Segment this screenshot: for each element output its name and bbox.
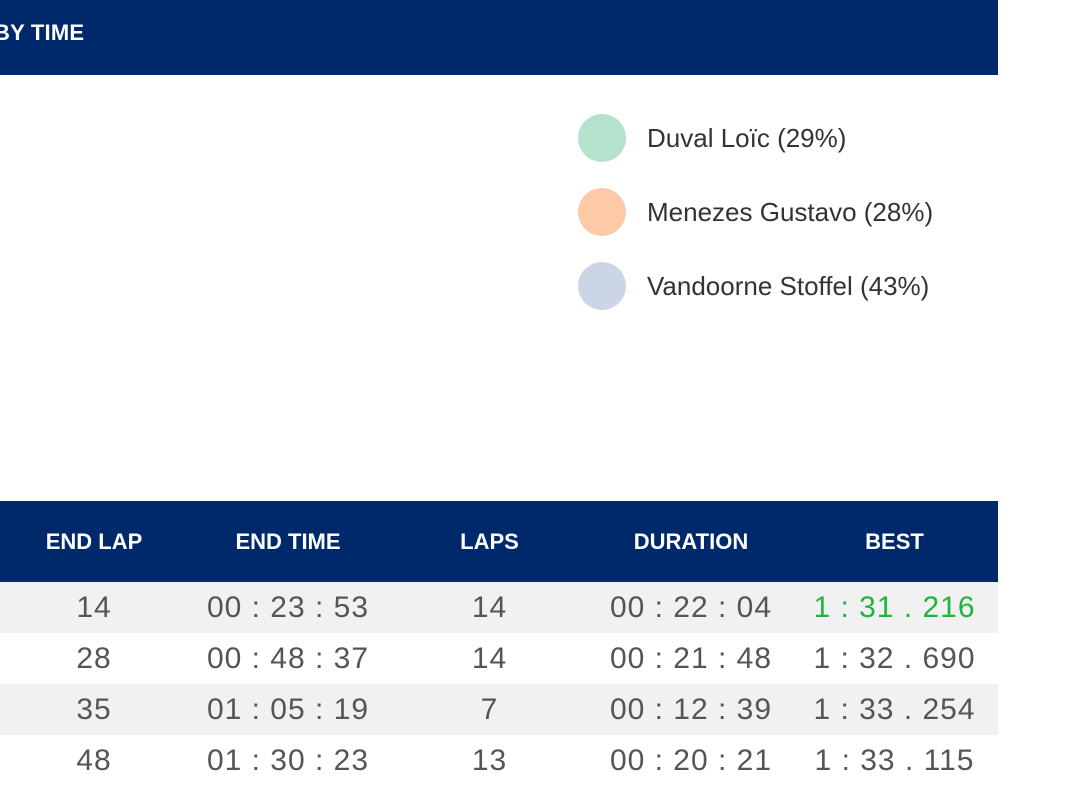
- legend-swatch: [578, 262, 626, 310]
- column-header-laps[interactable]: LAPS: [460, 528, 519, 554]
- table-row: 48 01 : 30 : 23 13 00 : 20 : 21 1 : 33 .…: [0, 735, 998, 786]
- cell-duration: 00 : 22 : 04: [609, 590, 773, 624]
- cell-best: 1 : 33 . 254: [813, 692, 976, 726]
- cell-duration: 00 : 12 : 39: [609, 692, 773, 726]
- table-header-row: END LAP END TIME LAPS DURATION BEST: [0, 501, 998, 582]
- cell-end-lap: 35: [76, 692, 112, 726]
- cell-end-time: 01 : 05 : 19: [206, 692, 370, 726]
- cell-laps: 14: [471, 641, 508, 675]
- cell-end-time: 00 : 48 : 37: [206, 641, 370, 675]
- cell-end-lap: 28: [76, 641, 112, 675]
- cell-end-time: 00 : 23 : 53: [206, 590, 370, 624]
- cell-laps: 13: [471, 743, 508, 777]
- cell-duration: 00 : 21 : 48: [609, 641, 773, 675]
- column-header-best[interactable]: BEST: [865, 528, 924, 554]
- cell-best-fastest: 1 : 31 . 216: [813, 590, 976, 624]
- cell-laps: 7: [480, 692, 499, 726]
- table-row: 35 01 : 05 : 19 7 00 : 12 : 39 1 : 33 . …: [0, 684, 998, 735]
- legend-swatch: [578, 114, 626, 162]
- column-header-duration[interactable]: DURATION: [633, 528, 749, 554]
- column-header-end-time[interactable]: END TIME: [235, 528, 341, 554]
- table-row: 28 00 : 48 : 37 14 00 : 21 : 48 1 : 32 .…: [0, 633, 998, 684]
- cell-end-time: 01 : 30 : 23: [206, 743, 370, 777]
- legend-item-menezes[interactable]: Menezes Gustavo (28%): [578, 188, 933, 236]
- legend-item-vandoorne[interactable]: Vandoorne Stoffel (43%): [578, 262, 933, 310]
- cell-duration: 00 : 20 : 21: [609, 743, 773, 777]
- legend-item-duval[interactable]: Duval Loïc (29%): [578, 114, 933, 162]
- stints-table: END LAP END TIME LAPS DURATION BEST 14 0…: [0, 501, 998, 786]
- section-header: BY TIME: [0, 0, 998, 75]
- table-row: 14 00 : 23 : 53 14 00 : 22 : 04 1 : 31 .…: [0, 582, 998, 633]
- cell-end-lap: 48: [76, 743, 112, 777]
- column-header-end-lap[interactable]: END LAP: [45, 528, 143, 554]
- section-title: BY TIME: [0, 20, 85, 45]
- cell-end-lap: 14: [76, 590, 112, 624]
- legend-label: Vandoorne Stoffel (43%): [647, 270, 930, 301]
- legend-swatch: [578, 188, 626, 236]
- cell-laps: 14: [471, 590, 508, 624]
- legend-label: Menezes Gustavo (28%): [647, 196, 934, 227]
- cell-best: 1 : 32 . 690: [813, 641, 976, 675]
- legend-label: Duval Loïc (29%): [647, 122, 847, 153]
- cell-best: 1 : 33 . 115: [814, 743, 975, 777]
- chart-legend: Duval Loïc (29%) Menezes Gustavo (28%) V…: [578, 114, 933, 336]
